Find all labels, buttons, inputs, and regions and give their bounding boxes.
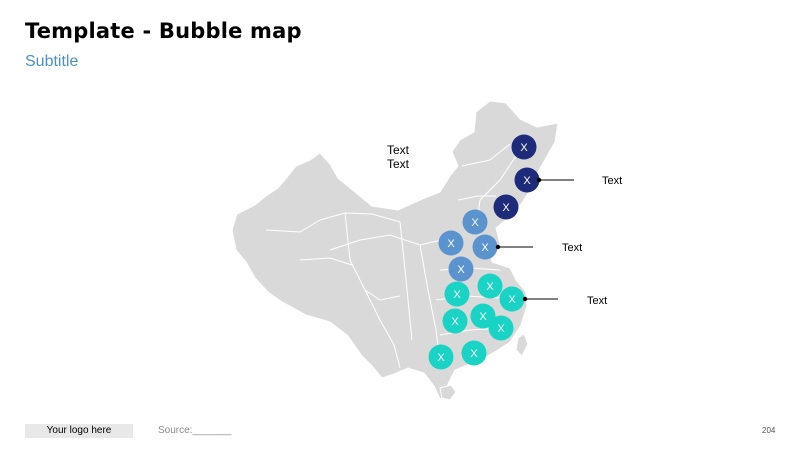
bubble-circle [470, 303, 496, 329]
bubble-teal: X [477, 273, 503, 299]
bubble-circle [493, 194, 519, 220]
bubble-medium: X [438, 230, 464, 256]
logo-placeholder: Your logo here [25, 424, 133, 438]
bubble-teal: X [442, 308, 468, 334]
bubble-label: X [520, 142, 528, 154]
bubble-circle [511, 134, 537, 160]
bubble-label: X [471, 217, 479, 229]
bubble-label: X [437, 352, 445, 364]
bubble-teal: X [444, 281, 470, 307]
callout-label-teal: Text [587, 295, 608, 307]
bubble-label: X [497, 323, 505, 335]
bubble-label: X [457, 264, 465, 276]
bubble-teal: X [470, 303, 496, 329]
map-label: Text Text [387, 143, 409, 171]
bubble-circle [499, 286, 525, 312]
bubble-label: X [481, 242, 489, 254]
bubble-dark: X [514, 167, 540, 193]
bubble-medium: X [448, 256, 474, 282]
bubble-circle [438, 230, 464, 256]
callout-dot-medium [495, 244, 501, 250]
bubble-teal: X [428, 344, 454, 370]
bubble-circle [472, 234, 498, 260]
bubble-label: X [447, 238, 455, 250]
bubble-label: X [470, 348, 478, 360]
bubble-circle [477, 273, 503, 299]
bubble-circle [428, 344, 454, 370]
bubble-circle [514, 167, 540, 193]
bubble-teal: X [461, 340, 487, 366]
source-label: Source:_______ [158, 425, 232, 436]
bubble-teal: X [499, 286, 525, 312]
callout-label-medium: Text [562, 242, 583, 254]
callout-lines [498, 179, 574, 300]
bubble-circle [488, 315, 514, 341]
bubble-label: X [486, 281, 494, 293]
bubble-label: X [453, 289, 461, 301]
slide-title: Template - Bubble map [25, 19, 302, 43]
bubble-circle [448, 256, 474, 282]
bubble-label: X [508, 294, 516, 306]
taiwan-island [515, 333, 529, 357]
bubble-dark: X [511, 134, 537, 160]
bubble-teal: X [488, 315, 514, 341]
bubble-label: X [502, 202, 510, 214]
bubble-circle [442, 308, 468, 334]
callout-dot-dark [536, 177, 542, 183]
bubble-medium: X [472, 234, 498, 260]
slide-subtitle: Subtitle [25, 53, 79, 70]
bubble-label: X [479, 311, 487, 323]
map-label-line-1: Text [387, 143, 410, 157]
bubble-dark: X [493, 194, 519, 220]
map-label-line-2: Text [387, 157, 410, 171]
bubble-circle [462, 209, 488, 235]
bubble-circle [461, 340, 487, 366]
callout-label-dark: Text [602, 175, 623, 187]
bubble-label: X [451, 316, 459, 328]
callout-dot-teal [522, 296, 528, 302]
bubble-label: X [523, 175, 531, 187]
hainan-island [439, 384, 457, 401]
page-number: 204 [762, 426, 776, 435]
bubble-medium: X [462, 209, 488, 235]
bubble-circle [444, 281, 470, 307]
